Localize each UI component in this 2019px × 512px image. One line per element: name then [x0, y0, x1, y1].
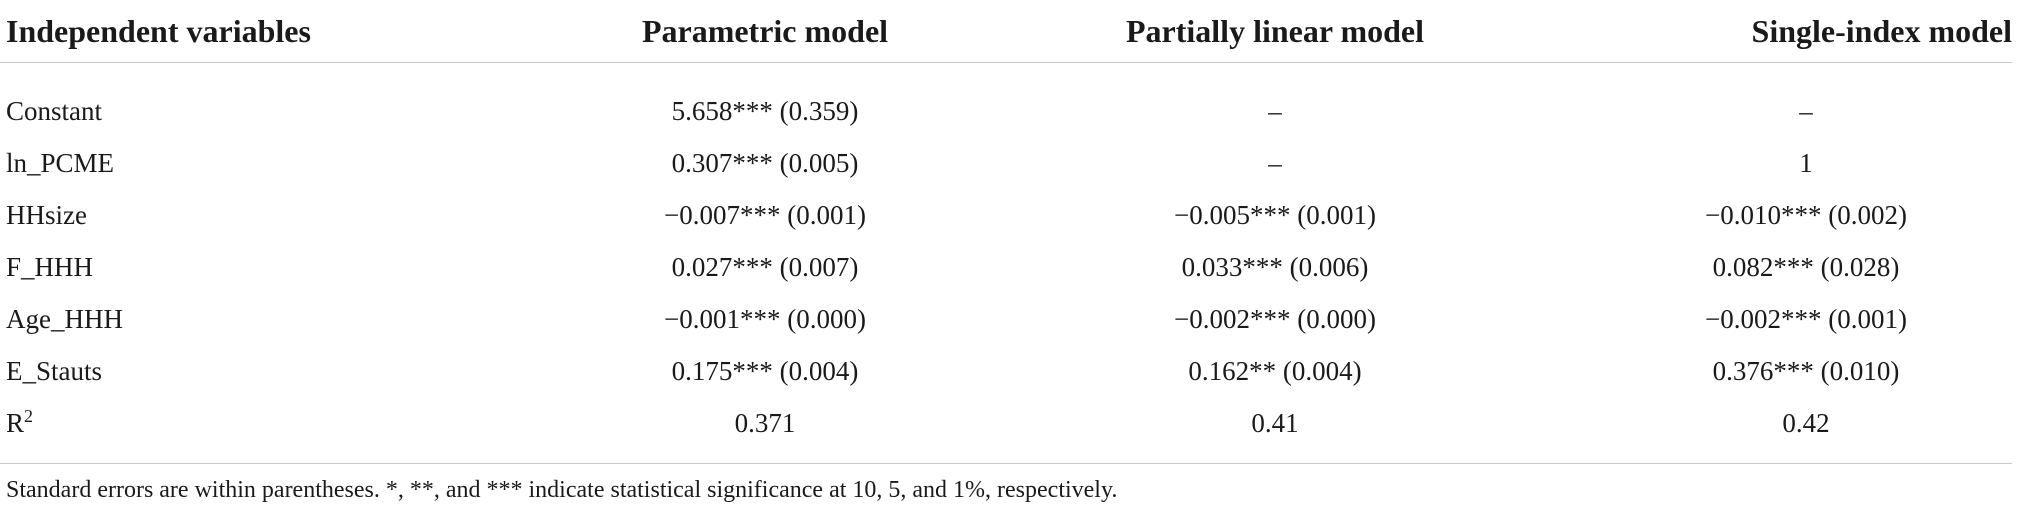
r-squared-label: R2	[0, 397, 520, 464]
r-squared-row: R2 0.371 0.41 0.42	[0, 397, 2012, 464]
parametric-cell: 5.658*** (0.359)	[671, 95, 859, 126]
variable-cell: HHsize	[6, 199, 87, 230]
single-index-cell: 0.082*** (0.028)	[1712, 251, 1900, 282]
variable-cell: Age_HHH	[6, 303, 123, 334]
parametric-cell: 0.175*** (0.004)	[671, 355, 859, 386]
partially-linear-cell: −0.005*** (0.001)	[1174, 199, 1376, 230]
table-row: E_Stauts 0.175*** (0.004) 0.162** (0.004…	[0, 345, 2012, 397]
single-index-cell: −0.002*** (0.001)	[1705, 303, 1907, 334]
variable-cell: Constant	[6, 95, 103, 126]
partially-linear-cell: −0.002*** (0.000)	[1174, 303, 1376, 334]
single-index-cell: 1	[1799, 147, 1813, 178]
r-squared-base: R	[6, 407, 25, 438]
r-squared-partially-linear: 0.41	[1010, 397, 1540, 464]
parametric-cell: 0.027*** (0.007)	[671, 251, 859, 282]
header-independent-variables: Independent variables	[0, 0, 520, 63]
single-index-cell: 0.376*** (0.010)	[1712, 355, 1900, 386]
variable-cell: F_HHH	[6, 251, 94, 282]
table-row: F_HHH 0.027*** (0.007) 0.033*** (0.006) …	[0, 241, 2012, 293]
regression-results-table: Independent variables Parametric model P…	[0, 0, 2012, 464]
table-header: Independent variables Parametric model P…	[0, 0, 2012, 63]
partially-linear-cell: –	[1268, 95, 1282, 126]
r-squared-parametric: 0.371	[520, 397, 1010, 464]
table-row: Age_HHH −0.001*** (0.000) −0.002*** (0.0…	[0, 293, 2012, 345]
table-row: Constant 5.658*** (0.359) – –	[0, 63, 2012, 138]
table-row: ln_PCME 0.307*** (0.005) – 1	[0, 137, 2012, 189]
partially-linear-cell: –	[1268, 147, 1282, 178]
parametric-cell: 0.307*** (0.005)	[671, 147, 859, 178]
single-index-cell: –	[1799, 95, 1813, 126]
header-partially-linear-model: Partially linear model	[1010, 0, 1540, 63]
r-squared-single-index: 0.42	[1540, 397, 2012, 464]
partially-linear-cell: 0.162** (0.004)	[1188, 355, 1362, 386]
table-row: HHsize −0.007*** (0.001) −0.005*** (0.00…	[0, 189, 2012, 241]
header-row: Independent variables Parametric model P…	[0, 0, 2012, 63]
table-body: Constant 5.658*** (0.359) – – ln_PCME 0.…	[0, 63, 2012, 464]
r-squared-superscript: 2	[24, 405, 34, 426]
table-footnote: Standard errors are within parentheses. …	[6, 477, 1118, 503]
parametric-cell: −0.001*** (0.000)	[664, 303, 866, 334]
partially-linear-cell: 0.033*** (0.006)	[1181, 251, 1369, 282]
single-index-cell: −0.010*** (0.002)	[1705, 199, 1907, 230]
header-parametric-model: Parametric model	[520, 0, 1010, 63]
regression-table-container: Independent variables Parametric model P…	[0, 0, 2012, 464]
variable-cell: ln_PCME	[6, 147, 115, 178]
header-single-index-model: Single-index model	[1540, 0, 2012, 63]
variable-cell: E_Stauts	[6, 355, 103, 386]
parametric-cell: −0.007*** (0.001)	[664, 199, 866, 230]
